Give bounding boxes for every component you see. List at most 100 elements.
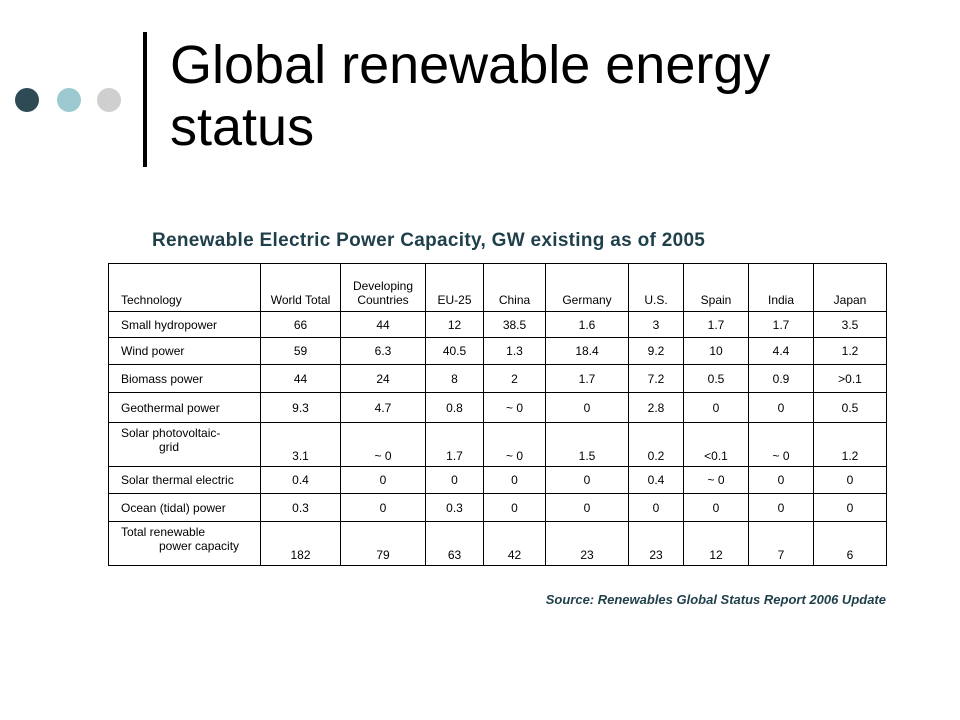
value-cell: 1.2 <box>813 422 887 467</box>
value-cell: 66 <box>260 311 341 338</box>
value-cell: ~ 0 <box>683 466 749 494</box>
dot-gray-icon <box>97 88 121 112</box>
value-cell: 0 <box>483 493 546 522</box>
value-cell: 38.5 <box>483 311 546 338</box>
col-header: Technology <box>108 263 261 312</box>
value-cell: 0.8 <box>425 392 484 423</box>
value-cell: 23 <box>628 521 684 566</box>
value-cell: 12 <box>683 521 749 566</box>
value-cell: 0 <box>748 466 814 494</box>
value-cell: 23 <box>545 521 629 566</box>
value-cell: 7.2 <box>628 364 684 393</box>
value-cell: 0 <box>683 493 749 522</box>
technology-cell: Solar thermal electric <box>108 466 261 494</box>
value-cell: ~ 0 <box>483 392 546 423</box>
value-cell: 1.7 <box>425 422 484 467</box>
technology-label-line2: power capacity <box>159 539 240 553</box>
value-cell: 0 <box>340 466 426 494</box>
value-cell: 4.4 <box>748 337 814 365</box>
col-header: Germany <box>545 263 629 312</box>
value-cell: >0.1 <box>813 364 887 393</box>
value-cell: 63 <box>425 521 484 566</box>
value-cell: 0 <box>425 466 484 494</box>
value-cell: 1.2 <box>813 337 887 365</box>
value-cell: 0.5 <box>683 364 749 393</box>
value-cell: 1.3 <box>483 337 546 365</box>
value-cell: 9.2 <box>628 337 684 365</box>
table-caption: Renewable Electric Power Capacity, GW ex… <box>152 230 706 251</box>
value-cell: 3.1 <box>260 422 341 467</box>
col-header: World Total <box>260 263 341 312</box>
dot-teal-icon <box>57 88 81 112</box>
value-cell: 0.5 <box>813 392 887 423</box>
value-cell: 3 <box>628 311 684 338</box>
dot-dark-icon <box>15 88 39 112</box>
value-cell: 0 <box>748 392 814 423</box>
value-cell: 44 <box>340 311 426 338</box>
value-cell: 6 <box>813 521 887 566</box>
capacity-table: Technology World Total Developing Countr… <box>108 263 887 566</box>
value-cell: ~ 0 <box>340 422 426 467</box>
value-cell: ~ 0 <box>748 422 814 467</box>
value-cell: 0 <box>545 493 629 522</box>
value-cell: 42 <box>483 521 546 566</box>
value-cell: 3.5 <box>813 311 887 338</box>
table-row: Biomass power 44 24 8 2 1.7 7.2 0.5 0.9 >0.1 <box>108 364 887 393</box>
table-row: Ocean (tidal) power 0.3 0 0.3 0 0 0 0 0 0 <box>108 493 887 522</box>
technology-label-line1: Solar photovoltaic- <box>121 426 221 440</box>
col-header: Spain <box>683 263 749 312</box>
value-cell: 0.4 <box>260 466 341 494</box>
value-cell: 0 <box>748 493 814 522</box>
value-cell: 24 <box>340 364 426 393</box>
value-cell: 1.5 <box>545 422 629 467</box>
value-cell: 0 <box>483 466 546 494</box>
value-cell: 6.3 <box>340 337 426 365</box>
value-cell: 0 <box>813 493 887 522</box>
table-row: Wind power 59 6.3 40.5 1.3 18.4 9.2 10 4.4 1.2 <box>108 337 887 365</box>
value-cell: 8 <box>425 364 484 393</box>
value-cell: 0.2 <box>628 422 684 467</box>
value-cell: 4.7 <box>340 392 426 423</box>
col-header: India <box>748 263 814 312</box>
value-cell: 1.7 <box>545 364 629 393</box>
value-cell: 0 <box>545 392 629 423</box>
technology-cell: Wind power <box>108 337 261 365</box>
technology-cell: Total renewable power capacity <box>108 521 261 566</box>
value-cell: 2.8 <box>628 392 684 423</box>
col-header: EU-25 <box>425 263 484 312</box>
technology-cell: Solar photovoltaic-grid <box>108 422 261 467</box>
technology-label-line1: Total renewable <box>121 525 206 539</box>
value-cell: 40.5 <box>425 337 484 365</box>
value-cell: 44 <box>260 364 341 393</box>
technology-cell: Ocean (tidal) power <box>108 493 261 522</box>
value-cell: 18.4 <box>545 337 629 365</box>
value-cell: 7 <box>748 521 814 566</box>
table-row: Geothermal power 9.3 4.7 0.8 ~ 0 0 2.8 0 0 0.5 <box>108 392 887 423</box>
col-header: Japan <box>813 263 887 312</box>
value-cell: 10 <box>683 337 749 365</box>
technology-label-line2: grid <box>159 440 180 454</box>
value-cell: 2 <box>483 364 546 393</box>
title-divider <box>143 32 147 167</box>
value-cell: 1.6 <box>545 311 629 338</box>
technology-cell: Geothermal power <box>108 392 261 423</box>
value-cell: 1.7 <box>683 311 749 338</box>
table-row: Total renewable power capacity 182 79 63 42 23… <box>108 521 887 566</box>
value-cell: 182 <box>260 521 341 566</box>
table-row: Small hydropower 66 44 12 38.5 1.6 3 1.7 1.7 3.5 <box>108 311 887 338</box>
technology-cell: Small hydropower <box>108 311 261 338</box>
value-cell: 0 <box>545 466 629 494</box>
value-cell: 0 <box>813 466 887 494</box>
value-cell: 0 <box>340 493 426 522</box>
slide-title: Global renewable energy status <box>170 35 771 157</box>
col-header: China <box>483 263 546 312</box>
value-cell: <0.1 <box>683 422 749 467</box>
value-cell: 79 <box>340 521 426 566</box>
value-cell: 12 <box>425 311 484 338</box>
value-cell: 59 <box>260 337 341 365</box>
value-cell: 0.9 <box>748 364 814 393</box>
col-header: Developing Countries <box>340 263 426 312</box>
table-row: Solar photovoltaic-grid 3.1 ~ 0 1.7 ~ 0 1.5 0.… <box>108 422 887 467</box>
table-header-row: Technology World Total Developing Countr… <box>108 263 887 312</box>
